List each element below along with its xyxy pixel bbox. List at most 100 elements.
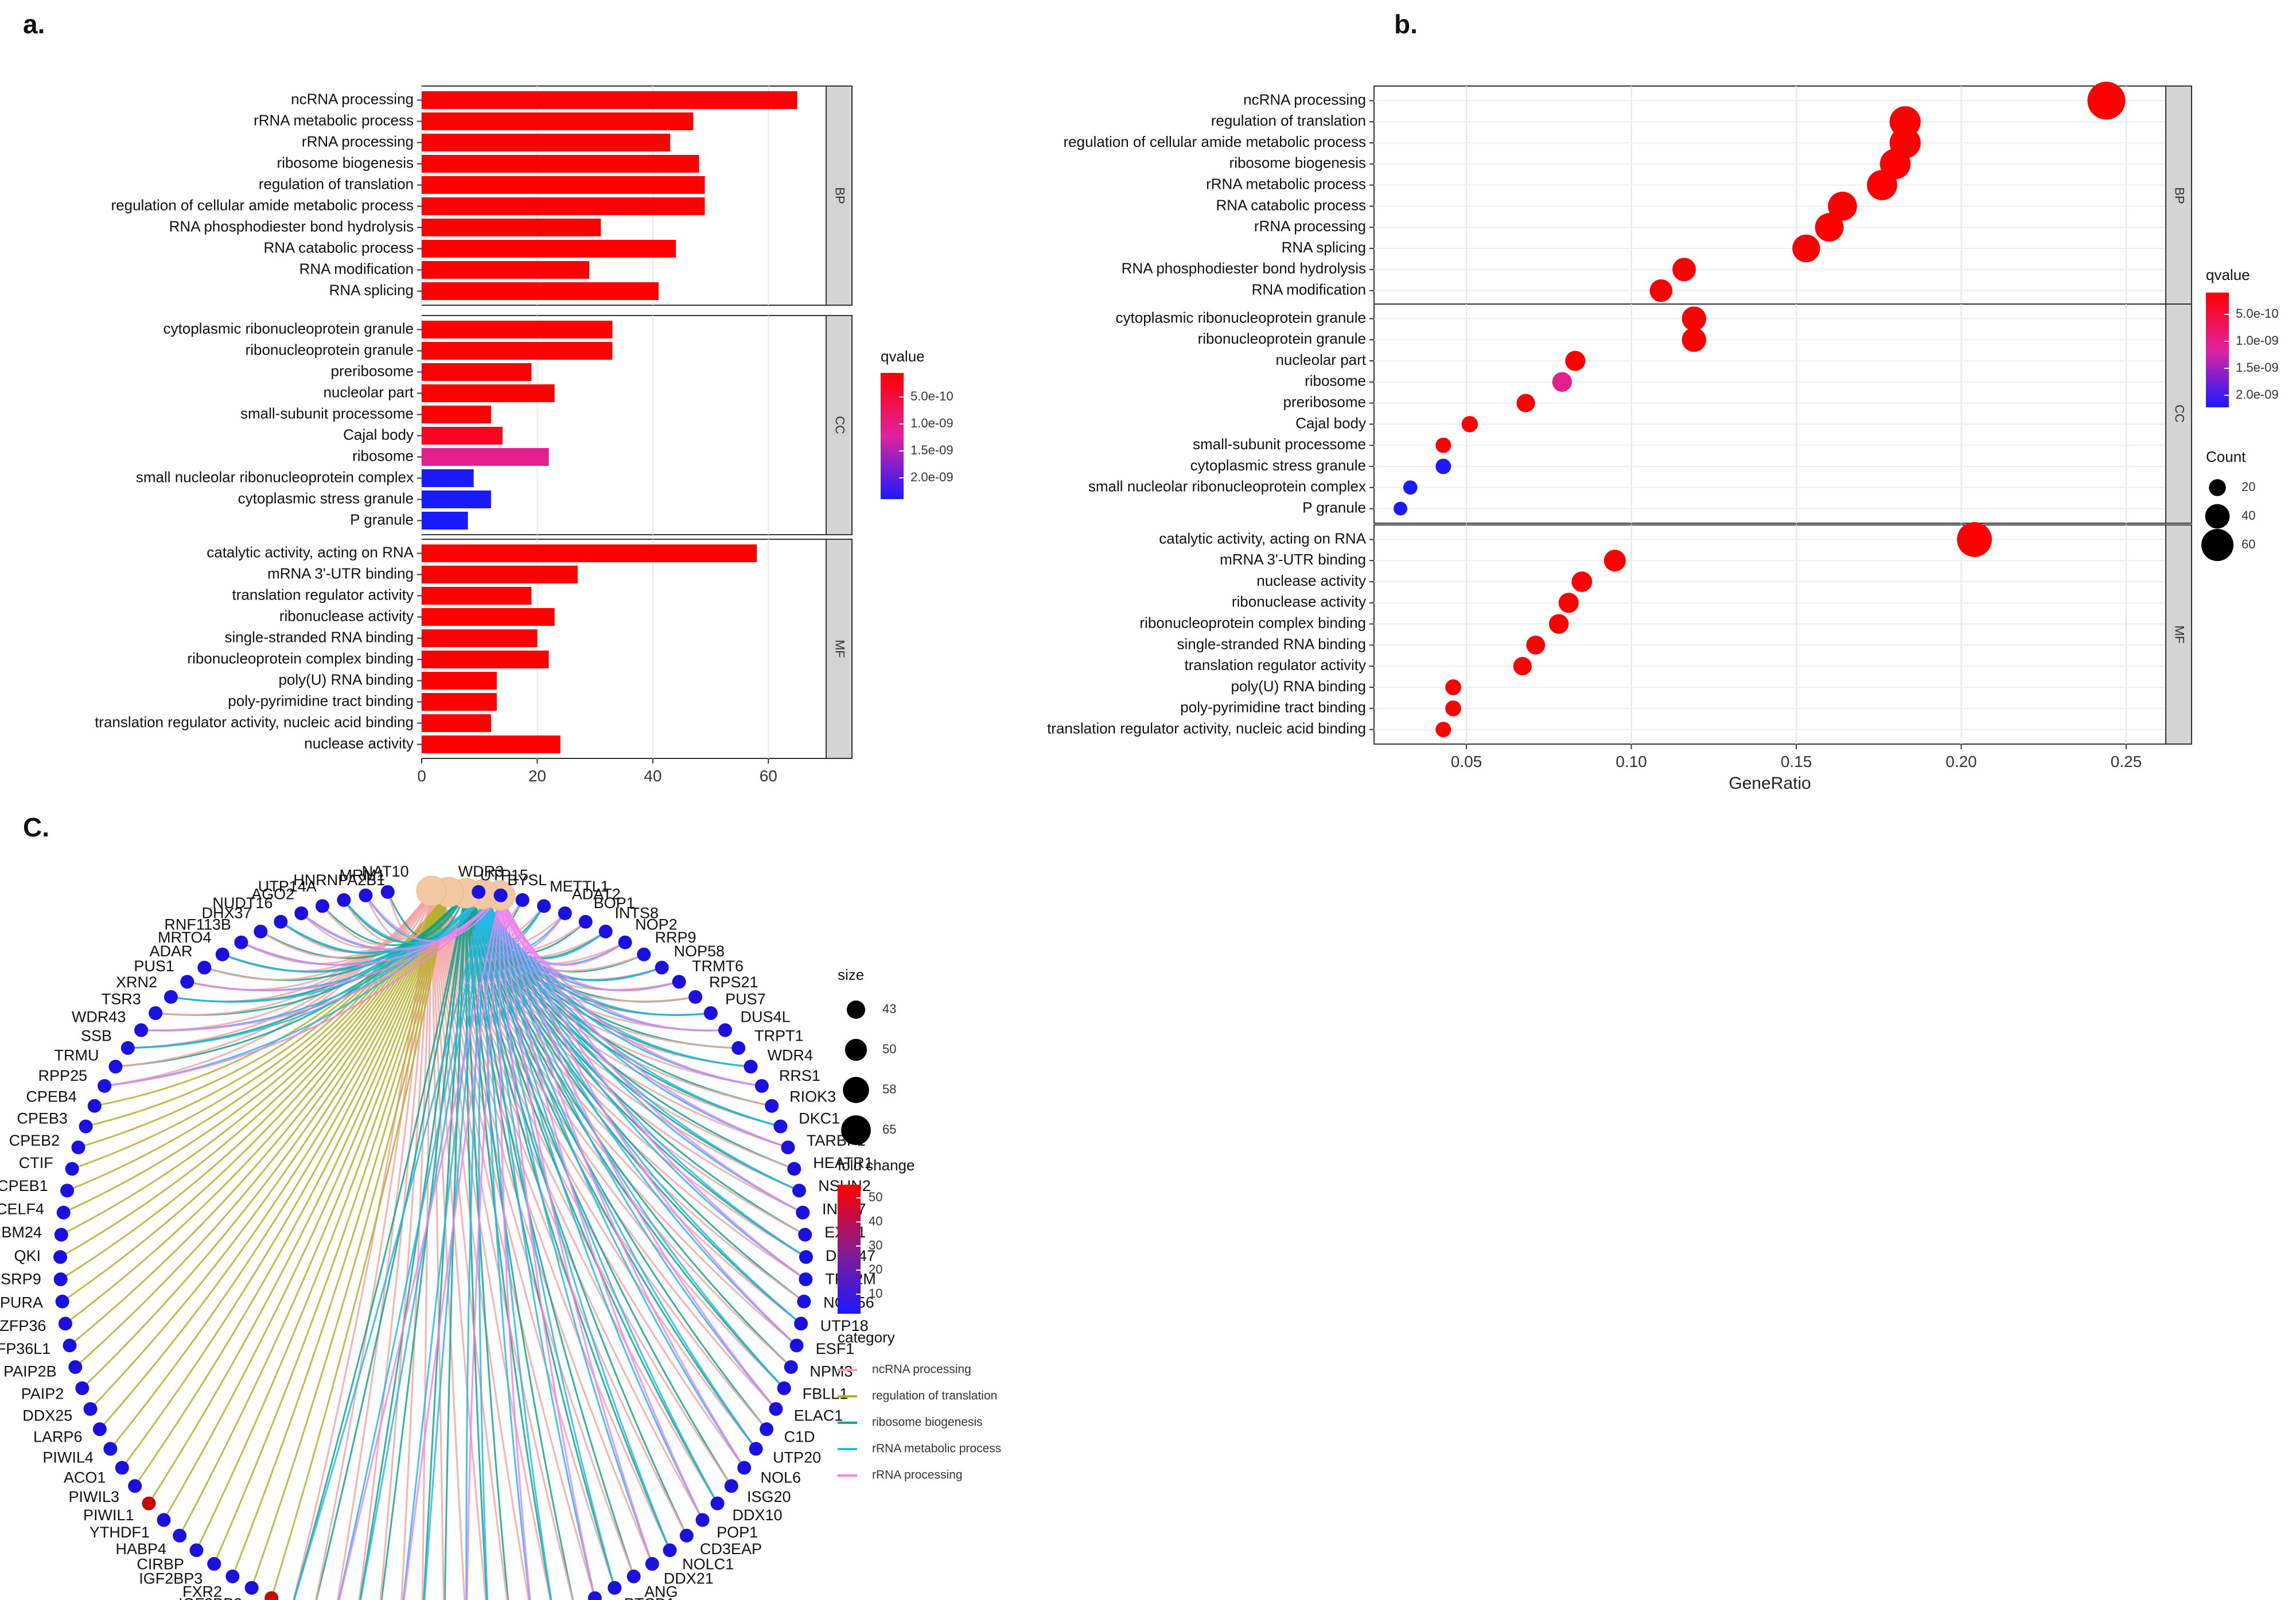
panel-c-edge: [499, 895, 745, 1469]
panel-c-edge: [499, 895, 653, 1564]
panel-c-gene-node: [63, 1338, 77, 1353]
panel-a-category-label: regulation of translation: [259, 175, 414, 192]
panel-c-size-legend-label: 65: [882, 1122, 896, 1136]
panel-c-fold-legend-title: fold change: [838, 1157, 914, 1174]
panel-c-edge: [280, 890, 433, 953]
panel-c-size-legend-dot: [843, 1077, 869, 1103]
panel-b-category-label: poly(U) RNA binding: [1231, 678, 1366, 695]
panel-a-category-label: poly-pyrimidine tract binding: [228, 692, 414, 709]
panel-c-size-legend-title: size: [838, 966, 864, 983]
panel-c-gene-label: RRP9: [655, 929, 696, 946]
panel-c-edge: [430, 890, 718, 1504]
panel-a-category-label: RNA splicing: [329, 281, 414, 298]
panel-b-category-label: ribonucleoprotein granule: [1198, 330, 1366, 347]
panel-c-edge: [104, 894, 501, 1087]
panel-c-gene-node: [103, 1442, 118, 1456]
panel-c-gene-node: [737, 1461, 752, 1475]
panel-a-category-label: translation regulator activity, nucleic …: [95, 713, 414, 730]
panel-b-category-label: nucleolar part: [1275, 351, 1366, 368]
panel-c-edge: [336, 890, 433, 1600]
panel-c-edge: [315, 893, 467, 1600]
panel-a-x-tick-label: 40: [644, 767, 661, 785]
panel-a-bar: [422, 197, 705, 215]
panel-c-gene-label: NPM3: [810, 1363, 853, 1380]
panel-a-category-label: small-subunit processome: [240, 404, 414, 422]
panel-c-gene-label: QKI: [14, 1247, 41, 1264]
panel-b-x-tick-label: 0.20: [1945, 753, 1977, 770]
panel-c-gene-node: [197, 960, 212, 975]
panel-b-point: [1526, 635, 1546, 655]
panel-c-gene-node: [718, 1023, 732, 1037]
panel-c-gene-node: [71, 1140, 85, 1155]
panel-c-edge: [499, 895, 788, 1149]
panel-b-count-legend-title: Count: [2206, 448, 2246, 465]
panel-c-gene-label: WDR4: [767, 1047, 813, 1064]
panel-a-bar: [422, 261, 590, 279]
panel-a-x-tick-label: 0: [417, 767, 426, 785]
panel-a-strip-label: MF: [833, 640, 847, 658]
panel-c-edge: [482, 894, 803, 1213]
panel-c-gene-label: NUDT16: [212, 894, 273, 912]
panel-c-gene-label: MRM1: [339, 866, 385, 883]
panel-b-category-label: RNA phosphodiester bond hydrolysis: [1122, 260, 1366, 277]
panel-c-gene-node: [68, 1360, 83, 1374]
panel-a-bar: [422, 342, 613, 360]
panel-b-legend-label: 5.0e-10: [2236, 306, 2279, 321]
panel-c-gene-node: [264, 1591, 279, 1600]
panel-c-fold-legend-label: 30: [869, 1238, 882, 1252]
panel-c-gene-label: SSB: [81, 1027, 112, 1044]
panel-a-category-label: rRNA metabolic process: [254, 111, 414, 129]
panel-c-gene-label: CPEB1: [0, 1177, 48, 1194]
panel-c-gene-node: [83, 1402, 98, 1416]
panel-c-edge: [465, 893, 552, 1600]
panel-c-gene-node: [781, 1140, 795, 1155]
panel-a-bar: [422, 91, 797, 109]
panel-c-gene-label: PIWIL3: [68, 1488, 119, 1505]
panel-b-point: [1815, 213, 1844, 242]
panel-c-edge: [338, 895, 501, 1600]
panel-c-gene-node: [798, 1228, 812, 1242]
panel-c-edge: [134, 892, 450, 1487]
panel-c-edge: [465, 893, 802, 1325]
panel-a-category-label: rRNA processing: [302, 133, 414, 150]
panel-c-gene-label: RPS21: [709, 974, 758, 991]
panel-c-fold-legend-label: 10: [869, 1286, 882, 1301]
panel-a-category-label: Cajal body: [343, 426, 414, 443]
panel-a-bar: [422, 363, 532, 381]
panel-b-point: [1604, 550, 1626, 572]
panel-c-gene-label: TRMT6: [692, 957, 744, 975]
panel-c-gene-label: ANG: [644, 1583, 678, 1600]
panel-a-bar: [422, 155, 699, 173]
panel-b-category-label: RNA catabolic process: [1216, 196, 1366, 213]
panel-c-gene-node: [558, 906, 572, 920]
panel-c-gene-label: CPEB3: [17, 1110, 68, 1127]
panel-c-gene-label: DDX21: [664, 1570, 714, 1587]
panel-c-gene-node: [87, 1099, 102, 1113]
panel-c-gene-node: [777, 1381, 791, 1395]
panel-a-bar: [422, 134, 671, 151]
panel-b-category-label: regulation of translation: [1211, 112, 1366, 129]
panel-a-category-label: cytoplasmic stress granule: [238, 489, 414, 507]
panel-b-category-label: translation regulator activity: [1185, 656, 1366, 674]
panel-b-point: [1571, 571, 1593, 592]
panel-c-gene-node: [731, 1041, 746, 1055]
panel-c-edge: [499, 895, 777, 1410]
panel-c-gene-node: [274, 914, 288, 929]
panel-b-category-label: P granule: [1302, 499, 1366, 516]
panel-c-edge: [482, 894, 785, 1389]
panel-c-edge: [482, 894, 777, 1410]
panel-a-category-label: poly(U) RNA binding: [278, 671, 414, 688]
panel-b-strip-label: MF: [2173, 625, 2187, 644]
panel-c-gene-label: AGO2: [251, 885, 294, 902]
panel-b-facet-MF: [1373, 524, 2166, 745]
panel-a-bar: [422, 176, 705, 194]
panel-a-category-label: nucleolar part: [323, 383, 414, 400]
panel-a-bar: [422, 672, 497, 690]
panel-c-fold-legend-label: 40: [869, 1214, 882, 1228]
panel-b-point: [2087, 81, 2126, 120]
panel-b-count-legend-dot: [2205, 504, 2230, 529]
panel-c-edge: [482, 894, 616, 1589]
panel-b-point: [1461, 416, 1478, 433]
panel-a-bar: [422, 735, 561, 753]
